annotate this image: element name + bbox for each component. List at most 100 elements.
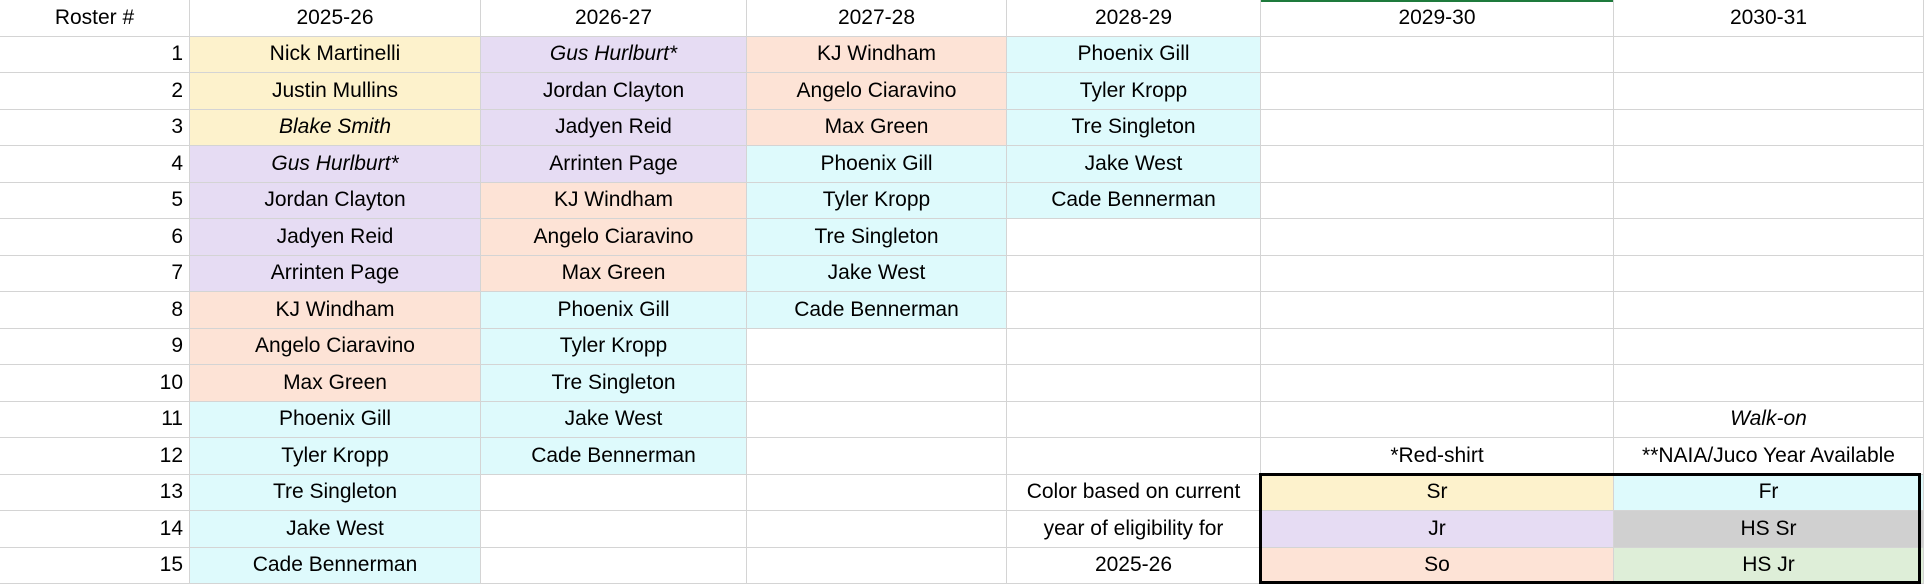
cell: Tyler Kropp — [190, 438, 481, 475]
column-header: 2028-29 — [1007, 0, 1261, 37]
cell: Jake West — [190, 511, 481, 548]
empty-cell — [1261, 73, 1614, 110]
empty-cell — [481, 511, 747, 548]
cell: Phoenix Gill — [481, 292, 747, 329]
cell: Angelo Ciaravino — [747, 73, 1007, 110]
empty-cell — [747, 365, 1007, 402]
cell: So — [1261, 547, 1614, 584]
cell: *Red-shirt — [1261, 438, 1614, 475]
column-header: 2029-30 — [1261, 0, 1614, 37]
cell: Phoenix Gill — [1007, 36, 1261, 73]
cell: Gus Hurlburt* — [190, 146, 481, 183]
column-header: 2027-28 — [747, 0, 1007, 37]
cell: Walk-on — [1614, 401, 1924, 438]
cell: Arrinten Page — [190, 255, 481, 292]
cell: Fr — [1614, 474, 1924, 511]
roster-number: 3 — [0, 109, 190, 146]
empty-cell — [1007, 328, 1261, 365]
empty-cell — [1614, 109, 1924, 146]
cell: KJ Windham — [481, 182, 747, 219]
cell: Angelo Ciaravino — [190, 328, 481, 365]
empty-cell — [481, 547, 747, 584]
cell: Jake West — [481, 401, 747, 438]
cell: Jordan Clayton — [481, 73, 747, 110]
roster-number: 9 — [0, 328, 190, 365]
empty-cell — [747, 438, 1007, 475]
cell: HS Jr — [1614, 547, 1924, 584]
cell: Cade Bennerman — [190, 547, 481, 584]
roster-number: 13 — [0, 474, 190, 511]
cell: Tre Singleton — [1007, 109, 1261, 146]
cell: Tre Singleton — [190, 474, 481, 511]
cell: Color based on current — [1007, 474, 1261, 511]
column-header: 2026-27 — [481, 0, 747, 37]
roster-number: 10 — [0, 365, 190, 402]
cell: Nick Martinelli — [190, 36, 481, 73]
cell: Gus Hurlburt* — [481, 36, 747, 73]
empty-cell — [1261, 365, 1614, 402]
cell: Jordan Clayton — [190, 182, 481, 219]
cell: Blake Smith — [190, 109, 481, 146]
empty-cell — [1261, 255, 1614, 292]
empty-cell — [1614, 328, 1924, 365]
empty-cell — [1614, 365, 1924, 402]
empty-cell — [1614, 255, 1924, 292]
empty-cell — [1614, 36, 1924, 73]
roster-number: 5 — [0, 182, 190, 219]
cell: Phoenix Gill — [190, 401, 481, 438]
cell: Arrinten Page — [481, 146, 747, 183]
roster-number: 2 — [0, 73, 190, 110]
cell: Jr — [1261, 511, 1614, 548]
cell: Jake West — [1007, 146, 1261, 183]
selection-edge — [1261, 0, 1614, 2]
empty-cell — [1261, 36, 1614, 73]
roster-number: 15 — [0, 547, 190, 584]
empty-cell — [747, 328, 1007, 365]
cell: Max Green — [747, 109, 1007, 146]
cell: Tyler Kropp — [481, 328, 747, 365]
column-header: 2030-31 — [1614, 0, 1924, 37]
empty-cell — [1261, 292, 1614, 329]
roster-number: 1 — [0, 36, 190, 73]
roster-number: 12 — [0, 438, 190, 475]
empty-cell — [747, 511, 1007, 548]
cell: year of eligibility for — [1007, 511, 1261, 548]
empty-cell — [1007, 365, 1261, 402]
cell: Phoenix Gill — [747, 146, 1007, 183]
cell: Max Green — [481, 255, 747, 292]
cell: HS Sr — [1614, 511, 1924, 548]
empty-cell — [481, 474, 747, 511]
cell: Max Green — [190, 365, 481, 402]
roster-number: 14 — [0, 511, 190, 548]
empty-cell — [1261, 146, 1614, 183]
empty-cell — [1261, 328, 1614, 365]
cell: Justin Mullins — [190, 73, 481, 110]
empty-cell — [1614, 292, 1924, 329]
cell: Jadyen Reid — [481, 109, 747, 146]
cell: Jadyen Reid — [190, 219, 481, 256]
column-header: 2025-26 — [190, 0, 481, 37]
roster-number: 4 — [0, 146, 190, 183]
empty-cell — [1614, 146, 1924, 183]
empty-cell — [1007, 438, 1261, 475]
cell: Cade Bennerman — [481, 438, 747, 475]
empty-cell — [1261, 401, 1614, 438]
column-header: Roster # — [0, 0, 190, 37]
cell: Jake West — [747, 255, 1007, 292]
cell: KJ Windham — [747, 36, 1007, 73]
roster-number: 8 — [0, 292, 190, 329]
cell: Tre Singleton — [747, 219, 1007, 256]
empty-cell — [1261, 109, 1614, 146]
empty-cell — [1007, 219, 1261, 256]
roster-number: 11 — [0, 401, 190, 438]
roster-number: 6 — [0, 219, 190, 256]
empty-cell — [1007, 292, 1261, 329]
empty-cell — [1007, 401, 1261, 438]
cell: KJ Windham — [190, 292, 481, 329]
empty-cell — [1614, 219, 1924, 256]
cell: Tyler Kropp — [1007, 73, 1261, 110]
empty-cell — [747, 474, 1007, 511]
cell: Angelo Ciaravino — [481, 219, 747, 256]
empty-cell — [1261, 219, 1614, 256]
